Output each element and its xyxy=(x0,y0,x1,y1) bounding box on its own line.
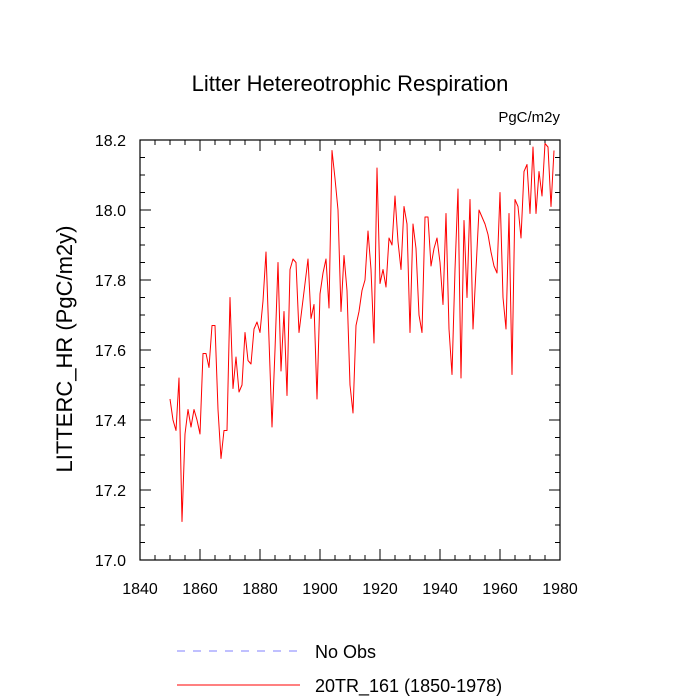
y-tick-label: 17.6 xyxy=(95,343,126,360)
x-tick-label: 1940 xyxy=(422,581,458,598)
plot-frame xyxy=(139,139,561,561)
y-tick-label: 17.2 xyxy=(95,483,126,500)
y-tick-label: 17.8 xyxy=(95,273,126,290)
axis-ticks xyxy=(139,139,561,561)
y-tick-label: 18.2 xyxy=(95,133,126,150)
chart-title: Litter Hetereotrophic Respiration xyxy=(192,71,509,96)
y-tick-label: 17.4 xyxy=(95,413,126,430)
legend-label-20tr-161: 20TR_161 (1850-1978) xyxy=(315,676,502,697)
legend: No Obs 20TR_161 (1850-1978) xyxy=(177,642,502,697)
x-tick-label: 1860 xyxy=(182,581,218,598)
units-label: PgC/m2y xyxy=(498,109,560,126)
series-line-20tr-161-1850-1978 xyxy=(169,143,555,522)
x-tick-label: 1840 xyxy=(122,581,158,598)
x-tick-label: 1980 xyxy=(542,581,578,598)
y-axis-label: LITTERC_HR (PgC/m2y) xyxy=(52,226,77,473)
y-tick-label: 18.0 xyxy=(95,203,126,220)
legend-label-no-obs: No Obs xyxy=(315,642,376,662)
series-layer xyxy=(169,143,555,522)
x-tick-labels: 1840 1860 1880 1900 1920 1940 1960 1980 xyxy=(122,581,578,598)
y-tick-label: 17.0 xyxy=(95,553,126,570)
x-tick-label: 1900 xyxy=(302,581,338,598)
y-tick-labels: 17.0 17.2 17.4 17.6 17.8 18.0 18.2 xyxy=(95,133,126,570)
x-tick-label: 1880 xyxy=(242,581,278,598)
x-tick-label: 1960 xyxy=(482,581,518,598)
x-tick-label: 1920 xyxy=(362,581,398,598)
